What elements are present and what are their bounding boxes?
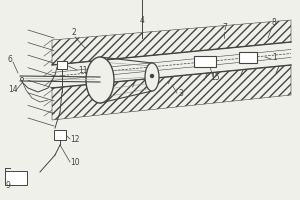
- Bar: [5, 171, 27, 185]
- Text: 6: 6: [8, 55, 13, 64]
- Bar: [194, 56, 216, 67]
- Text: 10: 10: [70, 158, 80, 167]
- Text: 9: 9: [5, 181, 10, 190]
- Circle shape: [151, 74, 154, 77]
- Text: 11: 11: [78, 66, 88, 75]
- Bar: [54, 130, 66, 140]
- Text: 15: 15: [210, 73, 220, 82]
- Polygon shape: [52, 65, 291, 120]
- Text: 8: 8: [272, 18, 277, 27]
- Polygon shape: [52, 20, 291, 65]
- Text: 2: 2: [72, 28, 77, 37]
- Ellipse shape: [86, 57, 114, 103]
- Text: 14: 14: [8, 85, 18, 94]
- Bar: [239, 52, 257, 63]
- Text: 7: 7: [222, 23, 227, 32]
- Text: 4: 4: [140, 16, 145, 25]
- Text: 1: 1: [272, 53, 277, 62]
- Ellipse shape: [145, 63, 159, 91]
- Text: 3: 3: [178, 89, 183, 98]
- Bar: [57, 61, 67, 69]
- Text: 12: 12: [70, 135, 80, 144]
